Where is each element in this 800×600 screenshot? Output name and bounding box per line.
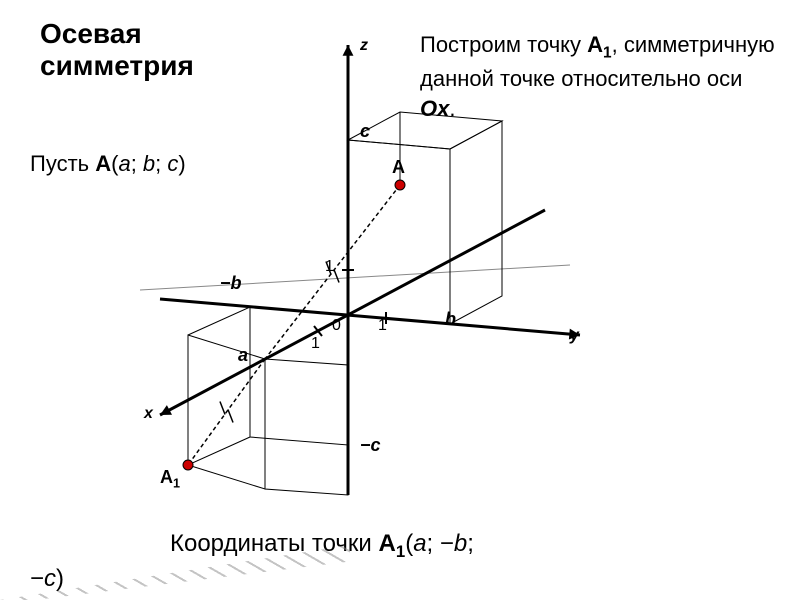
label-b: b: [445, 309, 456, 330]
bottom-coordinates-2: −c): [30, 565, 64, 593]
label-A1: A1: [160, 467, 180, 491]
label-a: a: [238, 345, 248, 366]
coordinate-diagram: z y x A A1 a b c −b −c 0 1 1 1: [100, 35, 600, 535]
label-c: c: [360, 121, 370, 142]
label-origin: 0: [332, 317, 341, 335]
diagram-svg: [100, 35, 600, 535]
label-minus-b: −b: [220, 273, 242, 294]
label-minus-c: −c: [360, 435, 381, 456]
tick-y1: 1: [378, 317, 387, 335]
label-z: z: [360, 37, 368, 55]
label-x: x: [144, 405, 153, 423]
tick-z1: 1: [325, 258, 334, 276]
label-A: A: [392, 157, 405, 178]
label-y: y: [570, 327, 579, 345]
tick-x1: 1: [311, 335, 320, 353]
